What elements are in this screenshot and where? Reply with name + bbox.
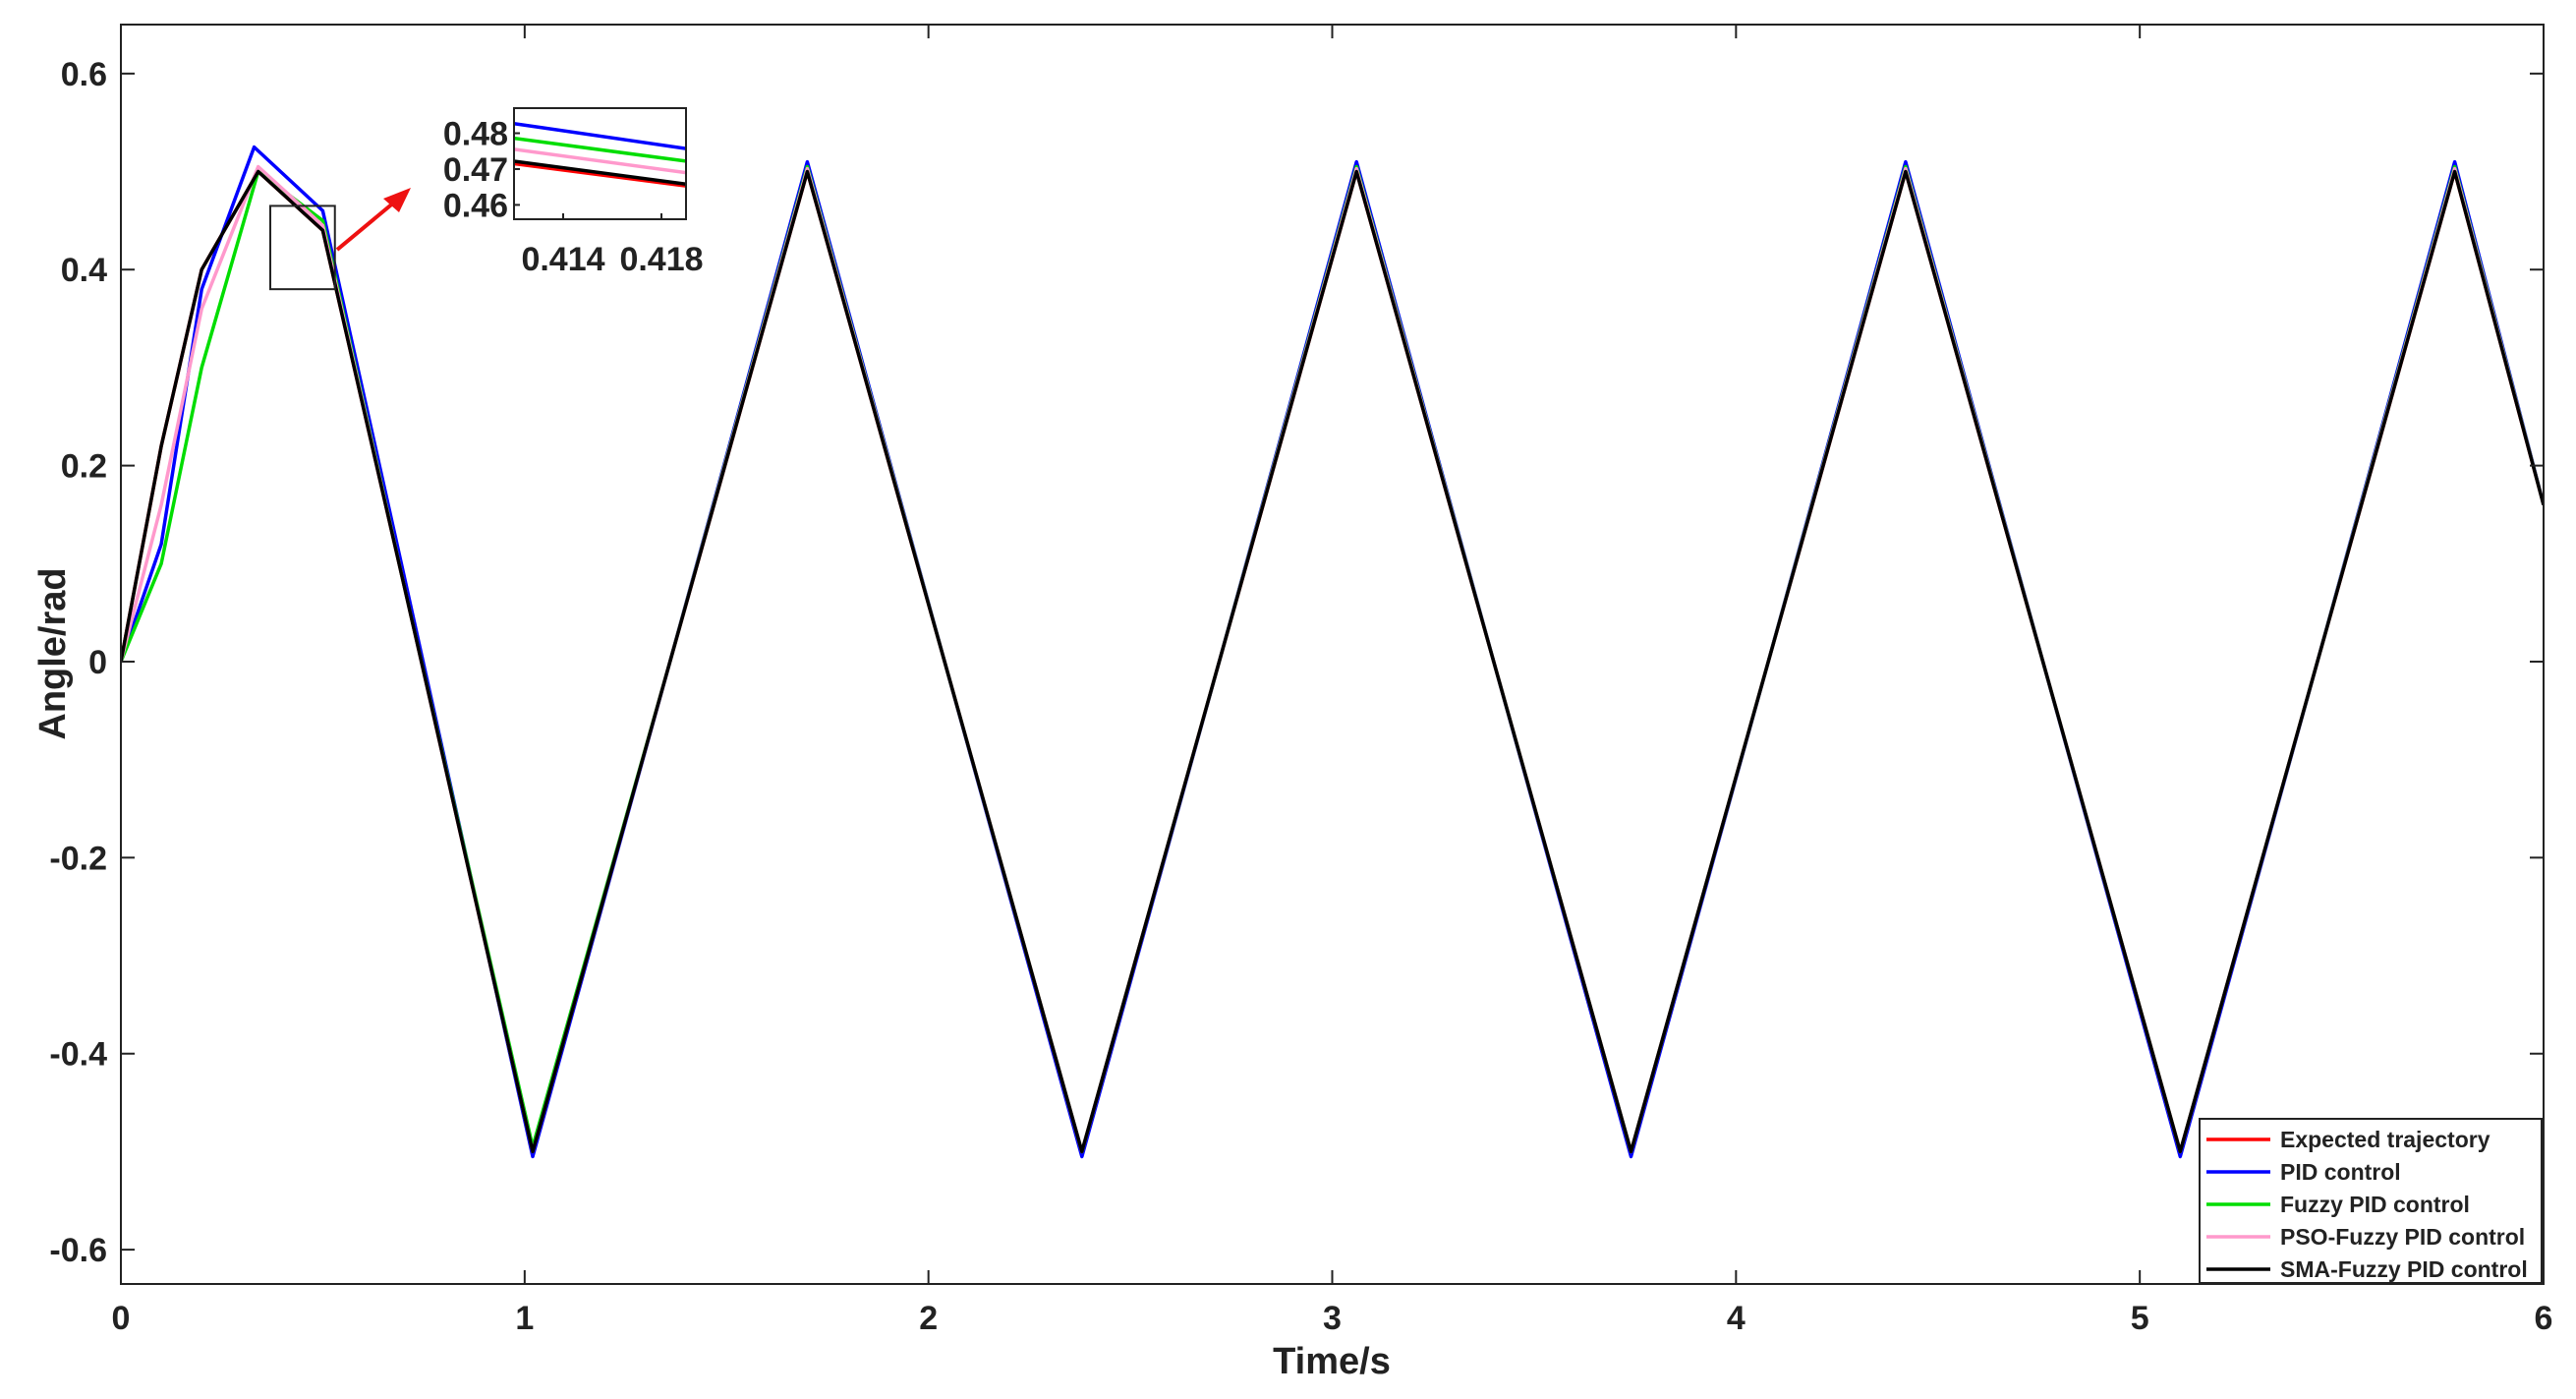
- y-tick-label: 0: [88, 644, 107, 681]
- inset-line-fuzzy-pid-control: [514, 136, 686, 163]
- x-tick-label: 6: [2535, 1300, 2553, 1337]
- y-tick-label: 0.4: [61, 252, 107, 289]
- inset-y-tick-label: 0.46: [443, 187, 508, 224]
- inset-line-expected-trajectory: [514, 161, 686, 188]
- x-tick-label: 4: [1727, 1300, 1746, 1337]
- legend-label-pid-control: PID control: [2280, 1159, 2401, 1185]
- legend-label-fuzzy-pid-control: Fuzzy PID control: [2280, 1192, 2470, 1217]
- inset-x-tick-label: 0.414: [521, 241, 604, 278]
- y-tick-label: -0.2: [49, 840, 107, 877]
- y-axis-label: Angle/rad: [32, 567, 74, 739]
- y-tick-label: 0.6: [61, 56, 107, 93]
- legend-label-sma-fuzzy-pid-control: SMA-Fuzzy PID control: [2280, 1256, 2528, 1282]
- x-tick-label: 1: [515, 1300, 534, 1337]
- y-tick-label: 0.2: [61, 448, 107, 486]
- y-tick-label: -0.4: [49, 1036, 107, 1074]
- inset-y-tick-label: 0.47: [443, 151, 508, 189]
- inset-y-tick-label: 0.48: [443, 116, 508, 153]
- legend-label-pso-fuzzy-pid-control: PSO-Fuzzy PID control: [2280, 1224, 2525, 1250]
- legend: Expected trajectory PID control Fuzzy PID …: [2199, 1118, 2543, 1284]
- inset-x-tick-label: 0.418: [619, 241, 703, 278]
- legend-box: [2199, 1118, 2543, 1284]
- x-tick-label: 3: [1323, 1300, 1342, 1337]
- x-tick-label: 5: [2131, 1300, 2149, 1337]
- x-tick-label: 2: [919, 1300, 938, 1337]
- zoom-inset: 0.414 0.418 0.460.470.48: [443, 107, 704, 278]
- zoom-arrow: [335, 188, 411, 252]
- y-tick-label: -0.6: [49, 1232, 107, 1269]
- inset-series-lines: [514, 121, 686, 188]
- series-line-sma-fuzzy-pid-control: [121, 169, 2544, 1154]
- inset-tick-labels: 0.414 0.418 0.460.470.48: [443, 116, 704, 278]
- zoom-region-box: [269, 204, 336, 291]
- inset-line-pid-control: [514, 121, 686, 150]
- x-axis-label: Time/s: [1273, 1341, 1391, 1382]
- series-lines: [121, 145, 2544, 1159]
- x-tick-labels: 0 1 2 3 4 5 6: [112, 1300, 2553, 1337]
- x-tick-label: 0: [112, 1300, 131, 1337]
- inset-line-pso-fuzzy-pid-control: [514, 147, 686, 175]
- inset-line-sma-fuzzy-pid-control: [514, 159, 686, 187]
- inset-frame: [513, 107, 687, 220]
- legend-label-expected-trajectory: Expected trajectory: [2280, 1127, 2490, 1152]
- y-tick-labels: -0.6 -0.4 -0.2 0 0.2 0.4 0.6: [49, 56, 107, 1269]
